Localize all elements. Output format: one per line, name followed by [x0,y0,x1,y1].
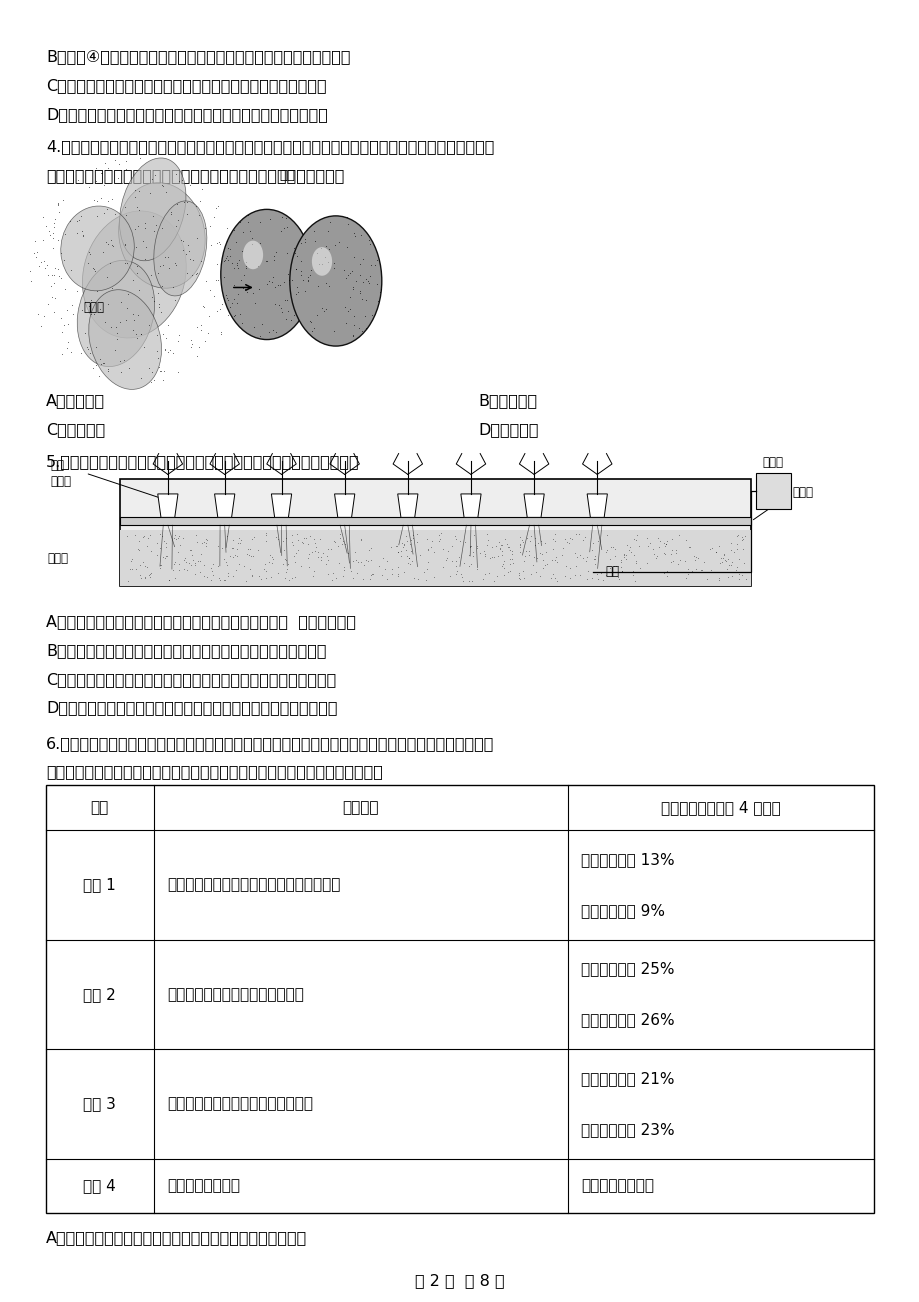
Text: B．过程④形成组织，不同组织的细胞形态、结构和遗传物质各不相同: B．过程④形成组织，不同组织的细胞形态、结构和遗传物质各不相同 [46,49,350,65]
Polygon shape [271,493,291,517]
Text: 饮食偏好: 饮食偏好 [342,801,379,815]
Text: 身心指标评估，分析饮食偏好与健康之间的关系，结果如表。下列叙述错误的是: 身心指标评估，分析饮食偏好与健康之间的关系，结果如表。下列叙述错误的是 [46,764,382,780]
Ellipse shape [88,290,162,389]
Text: 健康风险（与类型 4 对照）: 健康风险（与类型 4 对照） [660,801,780,815]
Bar [119,530,750,586]
Text: B．苔藓植物: B．苔藓植物 [478,393,537,409]
Text: B．在泡沫板上按合理的间距固定植株，有利于植株充分接受光照: B．在泡沫板上按合理的间距固定植株，有利于植株充分接受光照 [46,643,326,659]
Polygon shape [397,493,417,517]
Text: 喜欢零食和肉类，不喜欢水果、蔬菜: 喜欢零食和肉类，不喜欢水果、蔬菜 [167,1096,313,1112]
Text: 类型 1: 类型 1 [84,878,116,892]
Text: 充气泵: 充气泵 [762,456,783,469]
Polygon shape [335,493,355,517]
Text: 导管: 导管 [605,565,618,578]
Text: 植物
定植杯: 植物 定植杯 [51,458,72,487]
Text: D．同种植物在不同生长发育期，定期更换的培养液成分及比例不变: D．同种植物在不同生长发育期，定期更换的培养液成分及比例不变 [46,700,337,716]
Text: 卒中风险升高 13%: 卒中风险升高 13% [581,852,675,867]
Ellipse shape [83,211,186,339]
Ellipse shape [119,182,205,288]
Polygon shape [586,493,607,517]
Polygon shape [157,493,177,517]
Text: 焦虑风险升高 26%: 焦虑风险升高 26% [581,1013,675,1027]
Text: 焦虑风险升高 9%: 焦虑风险升高 9% [581,902,664,918]
Circle shape [243,241,263,270]
Text: 5.某研究小组利用如图装置进行无土栽培的实践探索。下列叙述错误的是: 5.某研究小组利用如图装置进行无土栽培的实践探索。下列叙述错误的是 [46,454,359,470]
Text: 类型 2: 类型 2 [84,987,116,1003]
Text: C．心脏属于器官，主要由肌肉组织构成，能将血液泵至全身各处: C．心脏属于器官，主要由肌肉组织构成，能将血液泵至全身各处 [46,78,326,94]
Ellipse shape [61,206,134,290]
Text: D．种子植物: D．种子植物 [478,422,539,437]
Text: 喜欢蔬菜、水果，不喜欢肉类食品: 喜欢蔬菜、水果，不喜欢肉类食品 [167,987,304,1003]
Polygon shape [524,493,544,517]
Polygon shape [214,493,234,517]
Text: A．用充气泵向培养液中通入空气，有利于植株根的呼吸  滴水同舟教育: A．用充气泵向培养液中通入空气，有利于植株根的呼吸 滴水同舟教育 [46,615,356,630]
Text: A．藻类植物: A．藻类植物 [46,393,105,409]
Ellipse shape [153,201,207,296]
Text: 卒中风险升高 25%: 卒中风险升高 25% [581,961,675,976]
Text: 类型 4: 类型 4 [84,1178,116,1194]
Text: 4.如图是山椒藻，学名叫槐叶萍，是一种漂浮在水面上的水生植物。它的茎细长，叶舒展于水面上，具有: 4.如图是山椒藻，学名叫槐叶萍，是一种漂浮在水面上的水生植物。它的茎细长，叶舒展… [46,139,494,155]
Text: 培养液: 培养液 [47,552,68,565]
Bar [119,517,750,525]
Text: C．蕨类植物: C．蕨类植物 [46,422,105,437]
Text: D．血液循环系统由心脏、血管和血液等器官构成，具有运输功能: D．血液循环系统由心脏、血管和血液等器官构成，具有运输功能 [46,107,327,122]
Text: 泡沫板: 泡沫板 [791,486,812,499]
Polygon shape [460,493,481,517]
Text: 不挑食，合理膳食: 不挑食，合理膳食 [167,1178,240,1194]
Text: A．用蛋白质类和脂肪类替代淀粉类提供能量不影响身心健康: A．用蛋白质类和脂肪类替代淀粉类提供能量不影响身心健康 [46,1230,307,1246]
Ellipse shape [77,260,154,367]
Text: 身心健康状况良好: 身心健康状况良好 [581,1178,653,1194]
Circle shape [289,216,381,346]
Text: 卒中风险升高 21%: 卒中风险升高 21% [581,1070,675,1086]
Text: 焦虑风险升高 23%: 焦虑风险升高 23% [581,1122,675,1137]
Text: 喜欢水果、蔬菜和肉类，不喜欢淀粉类食品: 喜欢水果、蔬菜和肉类，不喜欢淀粉类食品 [167,878,340,892]
Text: 孢子: 孢子 [278,169,295,182]
Text: 第 2 页  共 8 页: 第 2 页 共 8 页 [414,1273,505,1289]
Text: 孢子果: 孢子果 [84,301,105,314]
Circle shape [221,210,312,340]
Text: C．幼苗移栽定植初期，给植株适当遮阴可抑制其蒸腾作用防止萎蔫: C．幼苗移栽定植初期，给植株适当遮阴可抑制其蒸腾作用防止萎蔫 [46,672,335,687]
Text: 叶脉，叶脉中有输导组织，在沉水叶的基部着生孢子果。这种植物属于: 叶脉，叶脉中有输导组织，在沉水叶的基部着生孢子果。这种植物属于 [46,168,344,184]
Text: 分类: 分类 [91,801,108,815]
Bar [754,473,789,509]
Circle shape [312,247,332,276]
Text: 类型 3: 类型 3 [84,1096,116,1112]
Text: 6.饮食直接影响着人体健康。研究人员抽样调查人们的饮食偏好，确定了四种饮食类型，并进行了一系列: 6.饮食直接影响着人体健康。研究人员抽样调查人们的饮食偏好，确定了四种饮食类型，… [46,736,494,751]
Bar [119,479,750,586]
Bar [46,785,873,1213]
Ellipse shape [119,158,186,260]
